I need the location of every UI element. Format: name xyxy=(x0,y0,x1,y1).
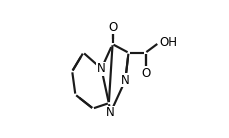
Text: OH: OH xyxy=(159,36,177,49)
Text: O: O xyxy=(140,67,150,80)
Text: N: N xyxy=(120,74,129,87)
Text: O: O xyxy=(107,21,117,34)
Text: N: N xyxy=(97,62,105,75)
Text: N: N xyxy=(106,106,114,119)
